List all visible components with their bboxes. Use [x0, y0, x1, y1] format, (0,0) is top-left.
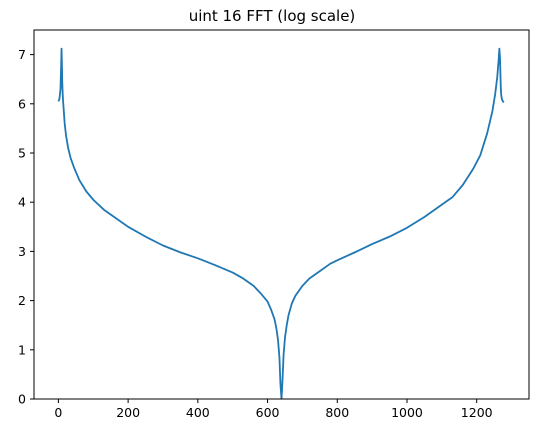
- y-tick-label: 4: [18, 195, 26, 210]
- x-tick-label: 1200: [461, 405, 493, 420]
- y-tick-label: 3: [18, 244, 26, 259]
- plot-area: [57, 47, 505, 399]
- x-tick-label: 0: [54, 405, 62, 420]
- y-tick-label: 7: [18, 47, 26, 62]
- y-tick-label: 5: [18, 146, 26, 161]
- series-line-0: [57, 47, 505, 399]
- x-tick-label: 1000: [391, 405, 423, 420]
- y-tick-label: 0: [18, 392, 26, 407]
- x-tick-label: 800: [325, 405, 349, 420]
- x-tick-label: 200: [116, 405, 140, 420]
- x-tick-label: 600: [256, 405, 280, 420]
- y-tick-label: 6: [18, 96, 26, 111]
- x-tick-label: 400: [186, 405, 210, 420]
- chart-title: uint 16 FFT (log scale): [189, 7, 356, 25]
- axes: 0 200 400 600 800 1000 1200 0 1 2 3 4 5 6 7: [18, 29, 530, 420]
- y-tick-label: 1: [18, 342, 26, 357]
- y-tick-label: 2: [18, 293, 26, 308]
- axes-frame: [33, 29, 530, 400]
